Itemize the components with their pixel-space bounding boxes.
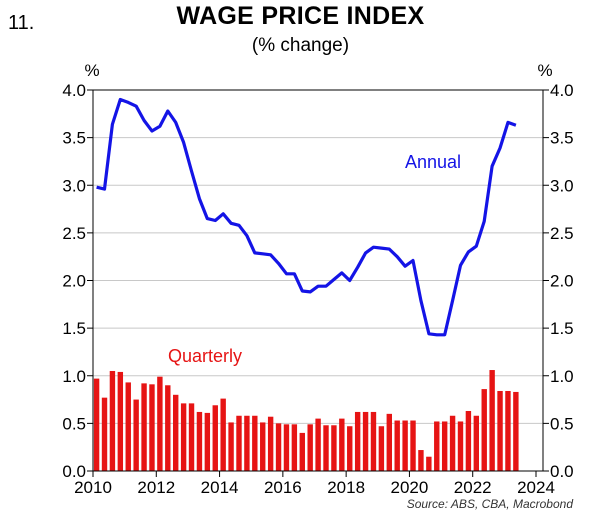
source-note: Source: ABS, CBA, Macrobond <box>407 497 574 511</box>
quarterly-bar <box>125 382 131 471</box>
y-tick-label-left: 4.0 <box>62 81 86 100</box>
quarterly-bar <box>299 432 305 471</box>
quarterly-bar <box>449 415 456 471</box>
x-tick-label: 2020 <box>391 478 429 497</box>
y-tick-label-right: 0.0 <box>550 462 574 481</box>
quarterly-bar <box>457 421 464 471</box>
quarterly-bar <box>489 370 495 471</box>
chart-subtitle: (% change) <box>251 35 350 56</box>
quarterly-bar <box>141 383 147 471</box>
y-tick-label-right: 0.5 <box>550 414 574 433</box>
y-tick-label-left: 2.0 <box>62 272 86 291</box>
quarterly-bar <box>236 415 242 471</box>
quarterly-bar <box>323 425 329 471</box>
annual-line <box>96 97 517 337</box>
quarterly-bar <box>196 411 203 471</box>
quarterly-bar <box>315 418 321 471</box>
chart-title: WAGE PRICE INDEX <box>176 2 425 30</box>
quarterly-bar <box>180 403 187 471</box>
y-tick-label-right: 1.5 <box>550 319 574 338</box>
quarterly-bar <box>157 376 163 471</box>
y-tick-label-left: 2.5 <box>62 224 86 243</box>
y-tick-label-right: 3.5 <box>550 129 574 148</box>
quarterly-bar <box>331 425 337 471</box>
y-tick-label-left: 0.5 <box>62 414 86 433</box>
quarterly-bar <box>252 415 258 471</box>
y-tick-label-right: 3.0 <box>550 176 574 195</box>
quarterly-bar <box>291 424 298 471</box>
quarterly-bar <box>307 424 313 471</box>
quarterly-bar <box>109 370 116 471</box>
quarterly-bar <box>505 390 511 471</box>
quarterly-bar <box>173 394 179 471</box>
quarterly-bar <box>165 385 171 471</box>
quarterly-bar <box>204 412 211 471</box>
quarterly-bar <box>434 421 440 471</box>
x-tick-label: 2024 <box>517 478 555 497</box>
x-tick-label: 2018 <box>327 478 365 497</box>
quarterly-series-label: Quarterly <box>168 346 242 366</box>
quarterly-bar <box>117 371 124 471</box>
quarterly-bar <box>426 456 432 471</box>
quarterly-bar <box>260 422 266 471</box>
x-tick-label: 2014 <box>201 478 239 497</box>
quarterly-bar <box>394 420 400 471</box>
y-tick-label-left: 1.5 <box>62 319 86 338</box>
quarterly-bar <box>93 378 100 471</box>
quarterly-bar <box>402 420 408 471</box>
quarterly-bar <box>370 411 377 471</box>
quarterly-bar <box>473 415 480 471</box>
y-tick-label-right: 2.5 <box>550 224 574 243</box>
quarterly-bar <box>441 421 448 471</box>
quarterly-bar <box>275 423 282 471</box>
quarterly-bar <box>497 390 503 471</box>
quarterly-bar <box>465 410 472 471</box>
y-tick-label-left: 3.0 <box>62 176 86 195</box>
quarterly-bar <box>101 397 108 471</box>
y-tick-label-left: 3.5 <box>62 129 86 148</box>
x-tick-label: 2012 <box>137 478 175 497</box>
x-tick-label: 2016 <box>264 478 302 497</box>
right-axis-unit: % <box>537 61 552 80</box>
left-axis-unit: % <box>84 61 99 80</box>
figure-number: 11. <box>8 12 35 34</box>
annual-series-label: Annual <box>405 152 461 172</box>
quarterly-bar <box>283 424 290 471</box>
quarterly-bar <box>133 399 139 471</box>
quarterly-bar <box>228 422 234 471</box>
quarterly-bar <box>386 413 392 471</box>
y-tick-label-right: 1.0 <box>550 367 574 386</box>
quarterly-bar <box>378 426 385 471</box>
quarterly-bar <box>267 416 274 471</box>
quarterly-bar <box>188 403 195 471</box>
quarterly-bar <box>354 411 361 471</box>
quarterly-bar <box>149 384 155 471</box>
y-tick-label-left: 0.0 <box>62 462 86 481</box>
quarterly-bar <box>418 450 424 471</box>
quarterly-bar <box>339 418 345 471</box>
quarterly-bar <box>513 391 519 471</box>
quarterly-bar <box>481 389 487 471</box>
y-tick-label-right: 4.0 <box>550 81 574 100</box>
x-tick-label: 2022 <box>454 478 492 497</box>
quarterly-bar <box>410 420 416 471</box>
quarterly-bar <box>362 411 369 471</box>
quarterly-bar <box>347 426 353 471</box>
y-tick-label-left: 1.0 <box>62 367 86 386</box>
quarterly-bar <box>212 405 218 471</box>
quarterly-bar <box>220 398 226 471</box>
quarterly-bar <box>244 415 250 471</box>
y-tick-label-right: 2.0 <box>550 272 574 291</box>
x-tick-label: 2010 <box>74 478 112 497</box>
